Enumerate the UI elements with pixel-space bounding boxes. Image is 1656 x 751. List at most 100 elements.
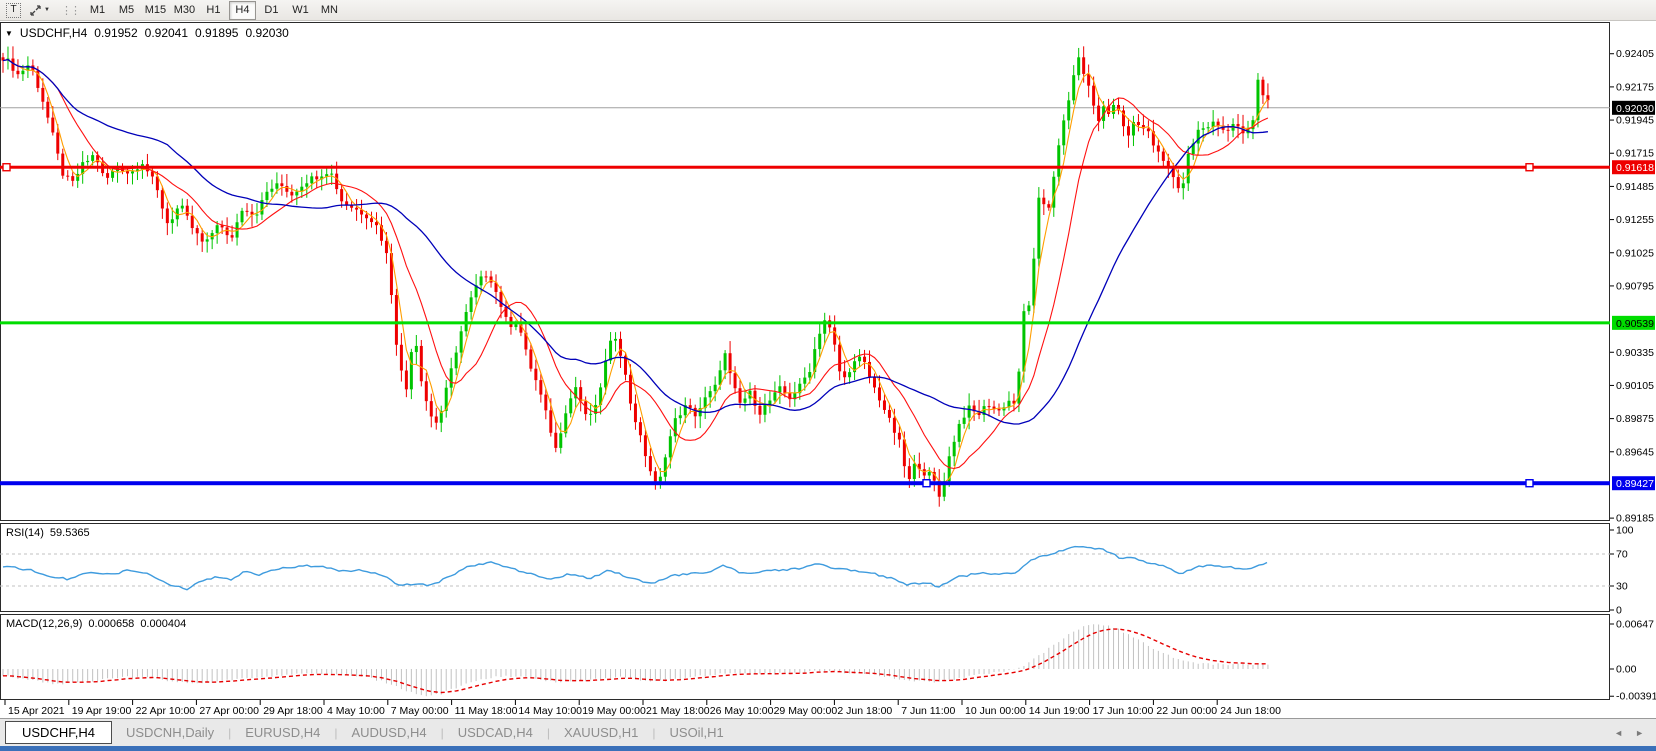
timeframe-button-D1[interactable]: D1 [264, 3, 279, 16]
chart-menu-icon[interactable]: ▼ [5, 28, 13, 38]
timeframe-button-M5[interactable]: M5 [118, 3, 135, 16]
tab-usoil-h1[interactable]: USOil,H1 [669, 725, 724, 740]
svg-text:22 Jun 00:00: 22 Jun 00:00 [1156, 705, 1217, 717]
symbol-period-label: USDCHF,H4 [19, 26, 88, 40]
svg-text:4 May 10:00: 4 May 10:00 [327, 705, 385, 717]
svg-text:22 Apr 10:00: 22 Apr 10:00 [136, 705, 196, 717]
panel-frames [0, 22, 1656, 700]
ohlc-low: 0.91895 [195, 26, 239, 40]
svg-text:-0.003916: -0.003916 [1616, 691, 1656, 703]
hline-0.91618 [0, 165, 1610, 169]
tab-usdchf-h4[interactable]: USDCHF,H4 [5, 721, 112, 744]
tab-separator: | [440, 725, 444, 740]
tab-scroll-right-icon[interactable]: ► [1635, 728, 1644, 738]
svg-text:0.91025: 0.91025 [1616, 247, 1654, 259]
ma-slow-line [2, 58, 1268, 425]
svg-text:0.90335: 0.90335 [1616, 347, 1654, 359]
tab-audusd-h4[interactable]: AUDUSD,H4 [351, 725, 427, 740]
chevron-down-icon: ▼ [44, 7, 50, 13]
ma-fast-line [2, 59, 1269, 484]
text-tool-button[interactable]: T [2, 2, 25, 19]
svg-text:0.92405: 0.92405 [1616, 48, 1654, 60]
symbol-tabs: USDCHF,H4 USDCNH,Daily | EURUSD,H4 | AUDUSD,H… [0, 721, 738, 744]
tab-scroll-arrows: ◄ ► [1614, 719, 1644, 747]
timeframe-button-M15[interactable]: M15 [144, 3, 167, 16]
hline-handle [2, 163, 11, 172]
svg-text:0.90795: 0.90795 [1616, 280, 1654, 292]
arrow-objects-button[interactable]: ▼ [25, 2, 54, 19]
svg-text:11 May 18:00: 11 May 18:00 [455, 705, 518, 717]
svg-text:19 Apr 19:00: 19 Apr 19:00 [72, 705, 132, 717]
rsi-label: RSI(14) 59.5365 [6, 527, 90, 539]
chart-canvas[interactable]: 0.91618 0.90539 0.89427 0.92405 0.92175 0.919… [0, 0, 1656, 718]
macd-panel-content: 0.00647 0.00 -0.003916 [2, 619, 1656, 703]
timeframe-button-H1[interactable]: H1 [206, 3, 221, 16]
macd-label: MACD(12,26,9) 0.000658 0.000404 [6, 618, 186, 630]
macd-name: MACD(12,26,9) [6, 618, 83, 630]
ohlc-high: 0.92041 [144, 26, 189, 40]
toolbar-grip[interactable]: ⋮⋮ [60, 4, 81, 17]
tab-eurusd-h4[interactable]: EURUSD,H4 [245, 725, 321, 740]
level-lines: 0.91618 0.90539 0.89427 [0, 160, 1655, 491]
tab-separator: | [334, 725, 338, 740]
hline-handle [922, 479, 931, 488]
svg-text:26 May 10:00: 26 May 10:00 [710, 705, 774, 717]
svg-text:0.91618: 0.91618 [1616, 162, 1654, 174]
price-axis: 0.92405 0.92175 0.91945 0.91715 0.91485 0.912… [1610, 48, 1655, 525]
tab-usdcad-h4[interactable]: USDCAD,H4 [457, 725, 533, 740]
macd-main-value: 0.000658 [88, 618, 135, 630]
svg-text:2 Jun 18:00: 2 Jun 18:00 [837, 705, 892, 717]
timeframe-group: M1 M5 M15 M30 H1 H4 D1 W1 MN [84, 0, 345, 20]
macd-panel [0, 614, 1610, 700]
svg-text:7 May 00:00: 7 May 00:00 [391, 705, 449, 717]
date-axis: 15 Apr 2021 19 Apr 19:00 22 Apr 10:00 27 Ap… [4, 700, 1281, 717]
svg-text:0.89875: 0.89875 [1616, 413, 1654, 425]
timeframe-button-W1[interactable]: W1 [292, 3, 309, 16]
svg-text:29 Apr 18:00: 29 Apr 18:00 [263, 705, 323, 717]
tab-separator: | [652, 725, 656, 740]
ma-medium-line [2, 59, 1269, 470]
tab-xauusd-h1[interactable]: XAUUSD,H1 [563, 725, 639, 740]
rsi-name: RSI(14) [6, 527, 44, 539]
svg-text:0.92030: 0.92030 [1616, 103, 1654, 115]
svg-text:24 Jun 18:00: 24 Jun 18:00 [1220, 705, 1281, 717]
svg-text:30: 30 [1616, 581, 1628, 593]
tab-separator: | [228, 725, 232, 740]
window-bottom-edge [0, 746, 1656, 751]
top-toolbar: T ▼ ⋮⋮ M1 M5 M15 M30 H1 H4 D1 W1 MN [0, 0, 1656, 21]
ohlc-open: 0.91952 [94, 26, 138, 40]
svg-text:0.89645: 0.89645 [1616, 446, 1654, 458]
ohlc-close: 0.92030 [245, 26, 289, 40]
timeframe-button-M30[interactable]: M30 [173, 3, 196, 16]
rsi-line [2, 545, 1268, 591]
hline-0.89427 [0, 481, 1610, 486]
timeframe-button-M1[interactable]: M1 [89, 3, 106, 16]
svg-text:19 May 00:00: 19 May 00:00 [582, 705, 646, 717]
svg-text:100: 100 [1616, 525, 1634, 537]
hline-0.90539 [0, 321, 1610, 325]
arrow-objects-icon [30, 4, 41, 16]
tab-scroll-left-icon[interactable]: ◄ [1614, 728, 1624, 738]
svg-text:14 May 10:00: 14 May 10:00 [518, 705, 582, 717]
svg-text:21 May 18:00: 21 May 18:00 [646, 705, 710, 717]
svg-text:0.92175: 0.92175 [1616, 81, 1654, 93]
tab-usdcnh-daily[interactable]: USDCNH,Daily [125, 725, 215, 740]
main-chart-panel: 0.91618 0.90539 0.89427 [0, 46, 1655, 507]
svg-text:0.89427: 0.89427 [1616, 478, 1654, 490]
timeframe-button-H4[interactable]: H4 [228, 0, 256, 20]
hline-handle [1525, 479, 1534, 488]
timeframe-button-MN[interactable]: MN [320, 3, 338, 16]
svg-text:0.90539: 0.90539 [1616, 318, 1654, 330]
tab-separator: | [546, 725, 550, 740]
svg-text:0.91255: 0.91255 [1616, 214, 1654, 226]
svg-text:70: 70 [1616, 549, 1628, 561]
svg-text:10 Jun 00:00: 10 Jun 00:00 [965, 705, 1026, 717]
text-tool-icon: T [6, 2, 21, 18]
svg-text:0.00: 0.00 [1616, 664, 1637, 676]
rsi-panel [0, 523, 1610, 612]
svg-text:15 Apr 2021: 15 Apr 2021 [8, 705, 65, 717]
macd-signal-value: 0.000404 [140, 618, 187, 630]
svg-text:0.91945: 0.91945 [1616, 115, 1654, 127]
main-panel [0, 22, 1610, 521]
svg-text:0.90105: 0.90105 [1616, 380, 1654, 392]
